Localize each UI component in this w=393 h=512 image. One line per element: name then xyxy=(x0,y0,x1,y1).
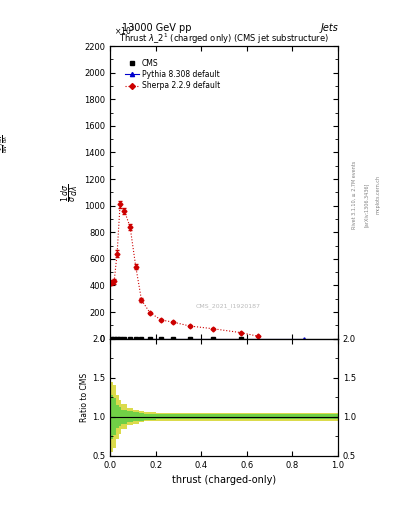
Y-axis label: Ratio to CMS: Ratio to CMS xyxy=(80,373,89,422)
Text: Rivet 3.1.10, ≥ 2.7M events: Rivet 3.1.10, ≥ 2.7M events xyxy=(352,160,357,229)
Text: $\times 10^3$: $\times 10^3$ xyxy=(114,25,135,37)
Y-axis label: $\frac{1}{\sigma}\frac{d\sigma}{d\lambda}$: $\frac{1}{\sigma}\frac{d\sigma}{d\lambda… xyxy=(60,183,81,202)
Title: Thrust $\lambda\_2^1$ (charged only) (CMS jet substructure): Thrust $\lambda\_2^1$ (charged only) (CM… xyxy=(119,32,329,46)
Text: 13000 GeV pp: 13000 GeV pp xyxy=(122,23,191,33)
Text: CMS_2021_I1920187: CMS_2021_I1920187 xyxy=(196,304,261,309)
Text: $\frac{1}{\mathrm{d}N} / \frac{\mathrm{d}N}{\mathrm{d}\lambda}$: $\frac{1}{\mathrm{d}N} / \frac{\mathrm{d… xyxy=(0,134,11,153)
Text: Jets: Jets xyxy=(320,23,338,33)
Legend: CMS, Pythia 8.308 default, Sherpa 2.2.9 default: CMS, Pythia 8.308 default, Sherpa 2.2.9 … xyxy=(125,59,220,90)
X-axis label: thrust (charged-only): thrust (charged-only) xyxy=(172,475,276,485)
Text: [arXiv:1306.3436]: [arXiv:1306.3436] xyxy=(364,183,369,227)
Text: mcplots.cern.ch: mcplots.cern.ch xyxy=(375,175,380,214)
